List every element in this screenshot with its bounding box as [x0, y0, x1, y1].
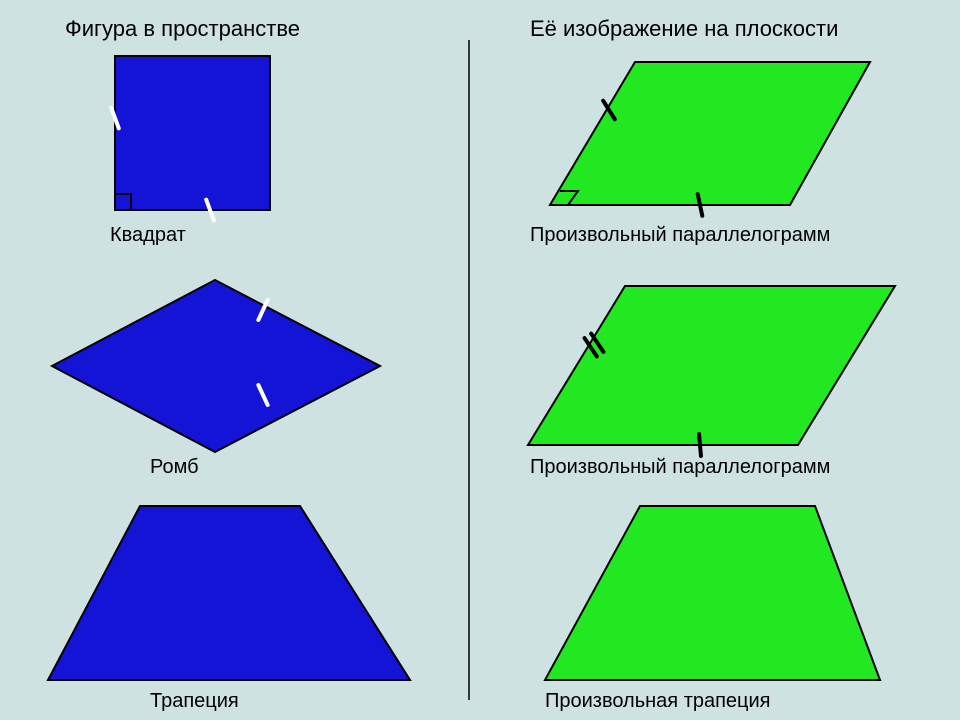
right-trapezoid-label: Произвольная трапеция [545, 690, 771, 713]
right-trapezoid-shape [0, 0, 960, 720]
diagram-page: Фигура в пространстве Её изображение на … [0, 0, 960, 720]
